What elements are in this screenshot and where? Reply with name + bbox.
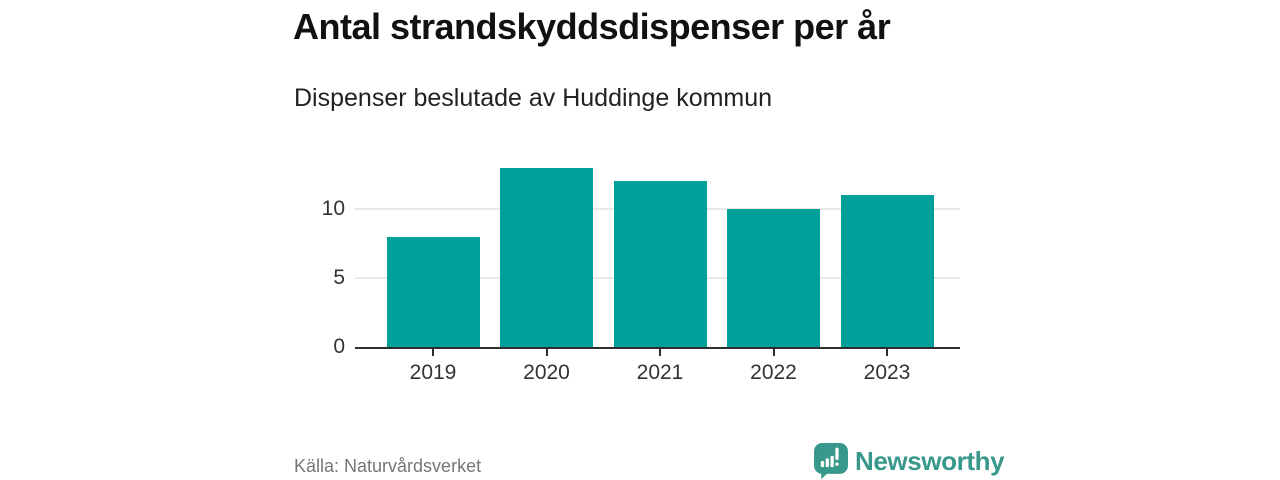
newsworthy-wordmark: Newsworthy [855, 445, 1005, 476]
y-tick-label-10: 10 [321, 197, 345, 220]
chart-title: Antal strandskyddsdispenser per år [293, 6, 891, 47]
x-tick-mark-2021 [659, 349, 661, 356]
x-tick-label-2022: 2022 [750, 361, 797, 384]
x-tick-label-2020: 2020 [523, 361, 570, 384]
y-tick-label-0: 0 [333, 335, 345, 358]
bar-2023 [840, 195, 934, 347]
x-axis-line [355, 346, 960, 349]
x-tick-label-2021: 2021 [636, 361, 684, 384]
y-tick-label-5: 5 [333, 266, 345, 289]
bar-2019 [386, 236, 480, 347]
bar-2021 [613, 181, 707, 347]
x-tick-label-2023: 2023 [863, 361, 911, 384]
newsworthy-logo-icon [814, 443, 848, 479]
bar-2020 [500, 167, 593, 347]
newsworthy-logo: Newsworthy [814, 443, 1005, 479]
x-tick-mark-2020 [545, 349, 548, 356]
source-note: Källa: Naturvårdsverket [294, 456, 482, 476]
x-tick-label-2019: 2019 [409, 361, 457, 384]
x-tick-mark-2019 [432, 349, 434, 356]
x-tick-mark-2022 [772, 349, 775, 356]
plot-area: 0 5 10 2019 2020 2021 2022 2023 [322, 160, 960, 384]
bar-2022 [727, 209, 820, 347]
x-tick-mark-2023 [886, 349, 888, 356]
chart-subtitle: Dispenser beslutade av Huddinge kommun [294, 84, 773, 112]
